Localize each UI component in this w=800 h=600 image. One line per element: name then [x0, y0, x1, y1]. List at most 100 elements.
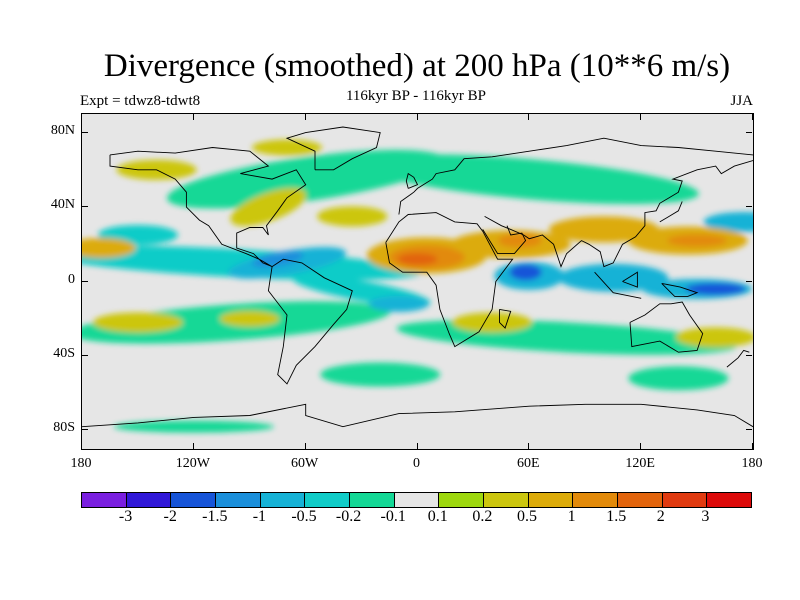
colorbar-label: -2 [163, 508, 177, 525]
lat-tick-label: 80N [50, 122, 75, 138]
colorbar-swatch [305, 493, 351, 507]
colorbar-label: 0.2 [472, 508, 493, 525]
colorbar-label: 1 [567, 508, 576, 525]
field-contour [320, 362, 441, 387]
colorbar [81, 492, 752, 508]
colorbar-swatch [171, 493, 217, 507]
lat-tick [82, 280, 88, 282]
colorbar-swatch [126, 493, 172, 507]
colorbar-label: 3 [701, 508, 710, 525]
lat-tick-label: 80S [53, 420, 75, 436]
experiment-label: Expt = tdwz8-tdwt8 [80, 93, 201, 109]
lat-tick [82, 206, 88, 208]
coastline [594, 271, 642, 299]
colorbar-label: 1.5 [606, 508, 627, 525]
colorbar-swatch [394, 493, 440, 507]
field-contour [498, 233, 543, 248]
field-contour [82, 245, 421, 281]
lat-tick [746, 354, 752, 356]
colorbar-swatch [484, 493, 529, 507]
field-contour [92, 312, 183, 333]
lon-tick-label: 60W [291, 456, 319, 471]
lon-tick-label: 0 [413, 456, 420, 471]
colorbar-swatch [707, 493, 752, 507]
lat-tick [746, 280, 752, 282]
lon-tick [304, 443, 306, 449]
coastline [398, 137, 753, 215]
coastline [659, 201, 683, 223]
colorbar-swatch [662, 493, 708, 507]
field-contour [685, 282, 746, 295]
field-contour [397, 253, 438, 266]
lon-tick-label: 120W [175, 456, 210, 471]
colorbar-label: 2 [656, 508, 665, 525]
lon-tick [528, 443, 530, 449]
coastline [405, 172, 419, 189]
colorbar-label: -0.2 [335, 508, 362, 525]
coastline [109, 147, 307, 268]
lat-tick [746, 429, 752, 431]
chart-title: Divergence (smoothed) at 200 hPa (10**6 … [103, 48, 731, 84]
field-contour [317, 206, 388, 227]
map-plot-area [81, 113, 754, 450]
field-contour [628, 366, 729, 391]
colorbar-label: 0.5 [517, 508, 537, 525]
season-label: JJA [730, 93, 753, 109]
lon-tick-label: 60E [517, 456, 540, 471]
field-contour [82, 238, 136, 258]
lon-tick [81, 443, 82, 449]
lon-tick [416, 114, 418, 120]
colorbar-label: -0.1 [380, 508, 406, 525]
coastline [726, 349, 750, 368]
colorbar-label: -0.5 [291, 508, 317, 525]
field-contour [667, 234, 728, 247]
lon-tick [192, 114, 194, 120]
lon-tick [528, 114, 530, 120]
colorbar-label: -1 [252, 508, 267, 525]
coastline [285, 126, 381, 171]
lon-tick-label: 180 [70, 456, 92, 471]
lon-tick [640, 114, 642, 120]
field-contour [703, 211, 753, 232]
colorbar-label: -3 [118, 508, 133, 525]
field-contour [558, 263, 669, 292]
lat-tick-label: 40S [53, 345, 75, 361]
lat-tick-label: 0 [68, 271, 75, 287]
lon-tick-label: 120E [625, 456, 655, 471]
field-contour [452, 312, 533, 333]
lat-tick [746, 131, 752, 133]
colorbar-swatch [216, 493, 261, 507]
lon-tick [416, 443, 418, 449]
colorbar-swatch [528, 493, 574, 507]
lat-tick [82, 429, 88, 431]
coastline [484, 160, 753, 268]
field-contour [509, 264, 542, 281]
colorbar-swatch [618, 493, 663, 507]
colorbar-swatch [82, 493, 127, 507]
field-contour [219, 310, 280, 327]
field-contour [359, 154, 699, 204]
coastline [622, 271, 638, 288]
period-label: 116kyr BP - 116kyr BP [345, 88, 486, 104]
colorbar-swatch [439, 493, 485, 507]
field-contour [675, 327, 753, 348]
colorbar-swatch [350, 493, 395, 507]
coastline [385, 212, 514, 348]
coastline [267, 258, 353, 385]
coastline [82, 403, 753, 428]
colorbar-swatch [260, 493, 306, 507]
lon-tick [640, 443, 642, 449]
lon-tick-label: 180 [741, 456, 763, 471]
field-contour [252, 139, 323, 156]
coastline [629, 301, 704, 353]
coastline [499, 308, 512, 329]
lat-tick [82, 131, 88, 133]
lon-tick [752, 114, 753, 120]
lon-tick [192, 443, 194, 449]
lon-tick [752, 443, 753, 449]
coastline [661, 282, 699, 297]
field-contour [113, 420, 274, 433]
lon-tick [81, 114, 82, 120]
coastline [482, 225, 527, 255]
colorbar-swatch [573, 493, 619, 507]
